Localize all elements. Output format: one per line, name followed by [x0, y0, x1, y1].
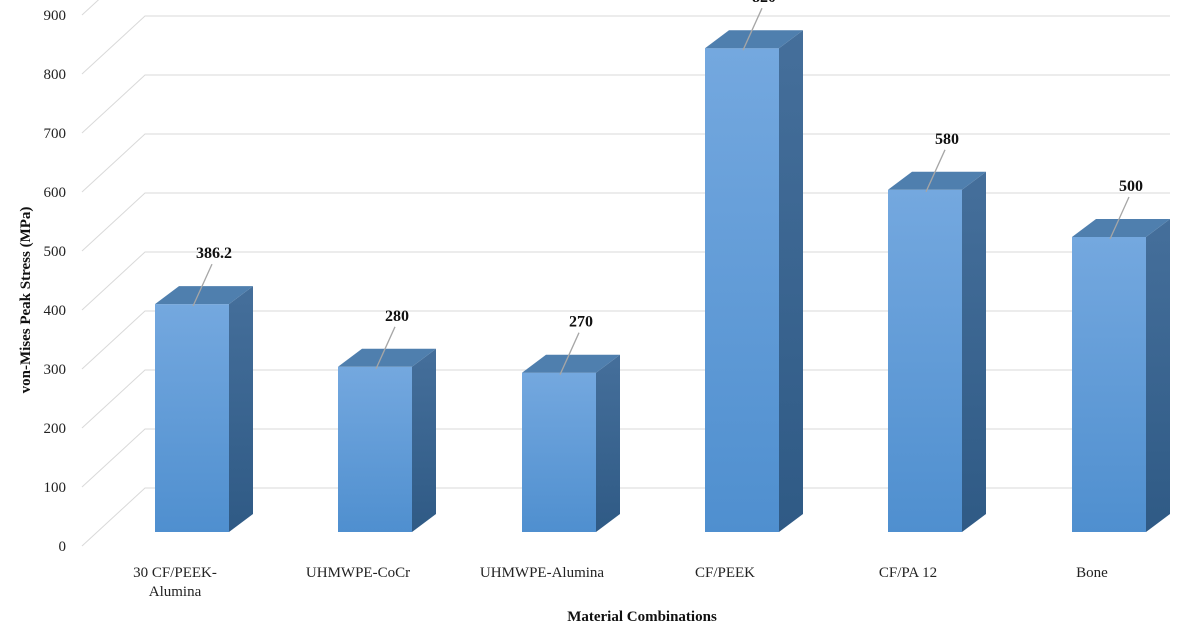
y-tick-label: 600	[44, 185, 67, 201]
bar-side	[596, 354, 620, 532]
x-tick-label: 30 CF/PEEK-	[133, 565, 217, 581]
bar-front	[155, 304, 229, 532]
gridline	[81, 310, 1170, 370]
gridline	[81, 133, 1170, 193]
bar-side	[779, 30, 803, 532]
x-tick-label: Alumina	[149, 584, 202, 600]
y-tick-label: 800	[44, 67, 67, 83]
y-tick-label: 400	[44, 303, 67, 319]
bar-top	[1072, 219, 1170, 237]
bar-front	[1072, 237, 1146, 532]
bar-front	[705, 48, 779, 532]
gridline	[81, 428, 1170, 488]
gridlines	[81, 0, 1170, 547]
gridline	[81, 0, 100, 16]
bar-top	[155, 286, 253, 305]
data-label-leader	[192, 263, 213, 307]
bar-1: 386.2	[155, 245, 253, 532]
x-axis-categories: 30 CF/PEEK- Alumina UHMWPE-CoCr UHMWPE-Alum…	[133, 565, 1108, 600]
data-label: 500	[1119, 178, 1143, 195]
bar-top	[888, 171, 986, 190]
y-tick-label: 200	[44, 421, 67, 437]
gridline	[81, 15, 1170, 75]
y-axis-ticks: 0 100 200 300 400 500 600 700 800 900	[44, 8, 67, 555]
y-axis-title: von-Mises Peak Stress (MPa)	[18, 207, 34, 394]
data-label-leader	[559, 332, 580, 375]
bar-side	[1146, 219, 1170, 532]
gridline	[81, 74, 1170, 134]
gridline	[81, 251, 1170, 311]
bar-side	[229, 286, 253, 532]
bar-4: 820	[705, 0, 803, 532]
data-label-leader	[1109, 196, 1130, 240]
data-label-leader	[375, 326, 396, 370]
bar-side	[412, 348, 436, 532]
bar-5: 580	[888, 131, 986, 533]
bar-top	[522, 354, 620, 373]
data-label-leader	[925, 149, 946, 193]
bar-front	[888, 189, 962, 533]
gridline	[81, 487, 1170, 547]
x-tick-label: Bone	[1076, 565, 1108, 581]
y-tick-label: 100	[44, 480, 67, 496]
bars: 386.2 280 270 820 580 500	[155, 0, 1170, 533]
gridline	[81, 192, 1170, 252]
bar-2: 280	[338, 308, 436, 532]
data-label: 386.2	[196, 245, 232, 262]
y-tick-label: 0	[59, 539, 67, 555]
gridline	[81, 369, 1170, 429]
bar-front	[338, 366, 412, 532]
x-tick-label: CF/PEEK	[695, 565, 755, 581]
data-label: 270	[569, 314, 593, 331]
x-axis-title: Material Combinations	[567, 609, 717, 625]
bar-3: 270	[522, 314, 620, 532]
x-tick-label: CF/PA 12	[879, 565, 937, 581]
bar-front	[522, 372, 596, 532]
x-tick-label: UHMWPE-CoCr	[306, 565, 410, 581]
bar-top	[705, 30, 803, 49]
y-tick-label: 900	[44, 8, 67, 24]
data-label: 580	[935, 131, 959, 148]
data-label-leader	[742, 7, 763, 51]
bar-side	[962, 171, 986, 533]
data-label: 820	[752, 0, 776, 6]
data-label: 280	[385, 308, 409, 325]
x-tick-label: UHMWPE-Alumina	[480, 565, 604, 581]
y-tick-label: 700	[44, 126, 67, 142]
y-tick-label: 300	[44, 362, 67, 378]
y-tick-label: 500	[44, 244, 67, 260]
bar-6: 500	[1072, 178, 1170, 532]
bar-top	[338, 348, 436, 367]
